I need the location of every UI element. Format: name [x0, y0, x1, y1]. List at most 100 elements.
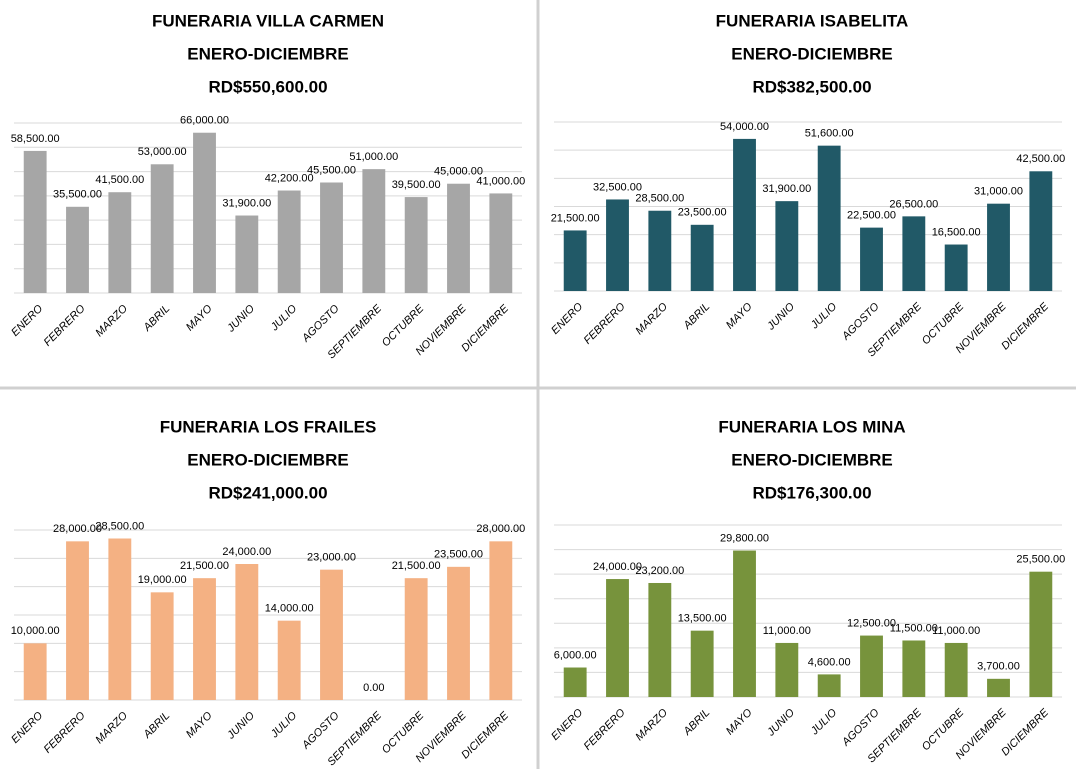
- bar: [66, 206, 89, 293]
- chart-title: FUNERARIA ISABELITA: [716, 11, 909, 30]
- value-label: 45,500.00: [307, 164, 356, 176]
- bar: [23, 643, 47, 700]
- x-tick-label: JUNIO: [224, 709, 257, 742]
- bar: [235, 564, 259, 700]
- x-tick-label: ABRIL: [681, 707, 713, 739]
- bar: [320, 182, 343, 293]
- bar: [817, 145, 841, 291]
- bar: [860, 227, 883, 291]
- bar: [563, 230, 587, 291]
- x-tick-label: MAYO: [724, 706, 755, 737]
- bar: [987, 678, 1010, 697]
- x-tick-label: JULIO: [268, 302, 300, 334]
- chart-title: FUNERARIA VILLA CARMEN: [152, 11, 384, 30]
- bar: [1029, 571, 1053, 697]
- chart-subtitle: ENERO-DICIEMBRE: [731, 450, 893, 469]
- value-label: 29,800.00: [720, 532, 769, 544]
- bar: [775, 642, 799, 697]
- value-label: 31,900.00: [222, 197, 271, 209]
- bar: [860, 635, 883, 697]
- value-label: 11,500.00: [890, 622, 938, 634]
- x-tick-label: MARZO: [93, 709, 130, 746]
- value-label: 42,200.00: [265, 172, 314, 184]
- value-label: 0.00: [363, 682, 384, 694]
- value-label: 14,000.00: [265, 603, 314, 615]
- bar: [944, 244, 968, 291]
- bar: [1029, 171, 1053, 291]
- x-tick-label: MARZO: [93, 302, 130, 339]
- value-label: 4,600.00: [808, 656, 851, 668]
- x-tick-label: JULIO: [808, 706, 840, 738]
- value-label: 28,500.00: [635, 193, 684, 205]
- x-tick-label: AGOSTO: [839, 706, 882, 749]
- chart-total: RD$176,300.00: [752, 483, 871, 502]
- bar: [648, 210, 672, 291]
- value-label: 45,000.00: [434, 166, 483, 178]
- value-label: 12,500.00: [847, 617, 896, 629]
- chart-subtitle: ENERO-DICIEMBRE: [187, 450, 349, 469]
- bar: [489, 193, 513, 293]
- x-tick-label: AGOSTO: [839, 300, 882, 343]
- bar: [108, 192, 132, 293]
- value-label: 31,000.00: [974, 186, 1023, 198]
- x-tick-label: ENERO: [9, 302, 45, 338]
- x-tick-label: JULIO: [808, 300, 840, 332]
- chart-title: FUNERARIA LOS MINA: [718, 417, 905, 436]
- bar: [277, 190, 301, 293]
- bar: [447, 566, 470, 700]
- value-label: 41,500.00: [95, 174, 144, 186]
- value-label: 11,000.00: [932, 625, 980, 637]
- value-label: 53,000.00: [138, 146, 187, 158]
- value-label: 24,000.00: [222, 546, 271, 558]
- value-label: 23,000.00: [307, 552, 356, 564]
- chart-subtitle: ENERO-DICIEMBRE: [187, 44, 349, 63]
- bar: [690, 224, 714, 291]
- bar: [362, 169, 386, 293]
- bar: [944, 642, 968, 697]
- x-tick-label: MAYO: [724, 300, 755, 331]
- bar: [606, 199, 629, 291]
- bar: [193, 578, 216, 700]
- x-tick-label: MAYO: [184, 709, 215, 740]
- x-tick-label: AGOSTO: [299, 302, 342, 345]
- value-label: 6,000.00: [554, 649, 597, 661]
- bar: [108, 538, 132, 700]
- value-label: 23,500.00: [678, 207, 727, 219]
- x-tick-label: MARZO: [633, 706, 670, 743]
- chart-total: RD$241,000.00: [208, 483, 327, 502]
- value-label: 21,500.00: [392, 560, 441, 572]
- x-tick-label: AGOSTO: [299, 709, 342, 752]
- value-label: 28,000.00: [476, 523, 525, 535]
- x-tick-label: FEBRERO: [582, 706, 628, 752]
- bar: [902, 216, 926, 291]
- x-tick-label: JUNIO: [224, 302, 257, 335]
- bar: [563, 667, 587, 697]
- x-tick-label: FEBRERO: [582, 300, 628, 346]
- value-label: 51,600.00: [805, 128, 854, 140]
- value-label: 21,500.00: [551, 212, 600, 224]
- value-label: 35,500.00: [53, 189, 102, 201]
- value-label: 51,000.00: [349, 151, 398, 163]
- x-tick-label: FEBRERO: [42, 302, 88, 348]
- x-tick-label: MARZO: [633, 300, 670, 337]
- value-label: 42,500.00: [1016, 153, 1065, 165]
- value-label: 3,700.00: [977, 661, 1020, 673]
- bar: [489, 541, 513, 700]
- chart-total: RD$382,500.00: [752, 77, 871, 96]
- value-label: 26,500.00: [889, 198, 938, 210]
- bar: [320, 569, 343, 700]
- x-tick-label: FEBRERO: [42, 709, 88, 755]
- bar: [404, 197, 428, 293]
- bar: [447, 183, 470, 293]
- value-label: 54,000.00: [720, 121, 769, 133]
- bar: [690, 630, 714, 697]
- bar: [150, 592, 174, 700]
- value-label: 23,200.00: [635, 565, 684, 577]
- bar: [733, 550, 756, 697]
- bar: [23, 150, 47, 293]
- chart-total: RD$550,600.00: [208, 77, 327, 96]
- bar: [606, 579, 629, 697]
- value-label: 16,500.00: [932, 226, 981, 238]
- value-label: 28,500.00: [95, 520, 144, 532]
